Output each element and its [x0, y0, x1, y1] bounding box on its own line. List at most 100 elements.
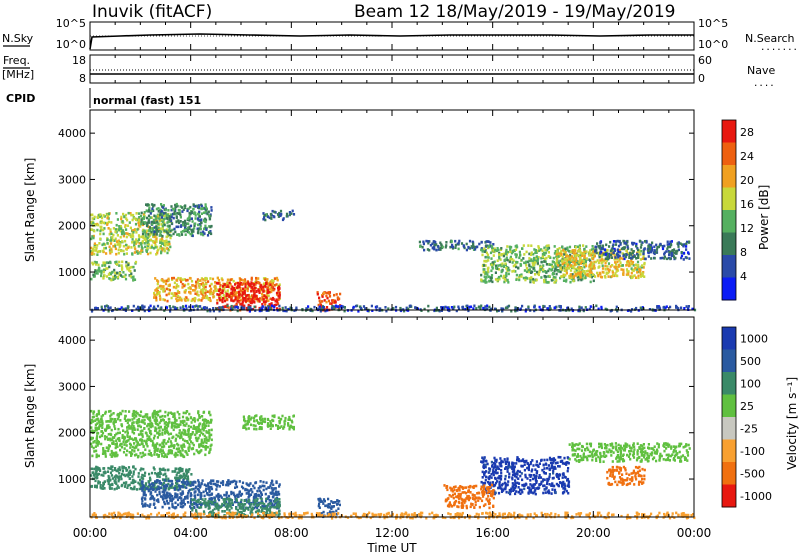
power-cell: [214, 284, 217, 288]
power-cell: [233, 293, 236, 296]
power-cell: [503, 280, 506, 284]
power-cell: [503, 252, 506, 256]
velocity-cell: [100, 442, 103, 446]
power-cell: [102, 270, 105, 274]
power-cell: [93, 242, 96, 245]
power-cell: [165, 287, 168, 291]
power-cell: [206, 212, 209, 216]
power-cell: [177, 285, 180, 288]
power-cell: [615, 263, 618, 266]
power-cell: [114, 245, 117, 248]
power-cell: [599, 244, 602, 248]
power-cell: [636, 265, 639, 269]
velocity-cell: [111, 483, 114, 487]
power-cell: [597, 266, 600, 269]
velocity-cell: [138, 482, 141, 486]
freq-unit-label: [MHz]: [2, 68, 34, 81]
power-cell: [370, 304, 373, 308]
velocity-cell: [147, 480, 150, 483]
power-cell: [439, 248, 442, 251]
power-cell: [124, 224, 127, 227]
velocity-cell: [126, 421, 129, 424]
velocity-cell: [141, 433, 144, 436]
power-cell: [224, 290, 227, 294]
power-cell: [194, 205, 197, 208]
power-cell: [226, 284, 229, 287]
power-cell: [137, 219, 140, 222]
power-cell: [158, 294, 161, 298]
power-cell: [172, 207, 176, 211]
velocity-cell: [123, 417, 126, 420]
power-cell: [160, 287, 163, 291]
power-cell: [579, 273, 582, 277]
power-cell: [427, 240, 430, 243]
power-cell: [610, 253, 613, 257]
velocity-cell: [111, 469, 114, 472]
velocity-cell: [156, 431, 159, 435]
power-cell: [124, 225, 127, 229]
velocity-cell: [182, 501, 185, 504]
velocity-cell: [163, 491, 166, 495]
power-cell: [440, 306, 443, 309]
power-cell: [105, 275, 109, 278]
power-colorbar-segment: [722, 277, 736, 301]
power-cell: [541, 270, 545, 273]
power-cell: [570, 255, 573, 258]
power-cell: [261, 292, 264, 296]
power-cell: [592, 273, 595, 276]
velocity-cell: [95, 470, 98, 473]
power-cell: [267, 294, 270, 298]
power-cell: [260, 306, 263, 309]
velocity-cell: [235, 485, 239, 489]
power-cell: [114, 230, 117, 233]
power-cell: [210, 206, 213, 209]
power-cell: [168, 242, 171, 246]
power-cell: [240, 282, 243, 285]
velocity-cell: [205, 441, 208, 445]
velocity-cell: [199, 422, 202, 425]
power-cell: [498, 253, 501, 256]
velocity-cell: [107, 474, 110, 478]
velocity-cell: [119, 442, 122, 446]
power-cell: [110, 248, 113, 252]
power-cell: [437, 245, 440, 248]
power-cell: [615, 274, 618, 277]
power-cell: [335, 293, 338, 296]
power-cell: [197, 229, 200, 232]
velocity-cell: [188, 483, 191, 487]
power-cell: [270, 279, 274, 282]
velocity-cell: [165, 430, 168, 434]
power-cell: [134, 247, 137, 251]
velocity-cell: [109, 417, 112, 421]
power-cell: [169, 245, 172, 249]
velocity-cell: [140, 420, 143, 424]
power-cell: [639, 253, 642, 256]
velocity-cell: [135, 414, 138, 418]
velocity-cell: [160, 468, 163, 471]
power-cell: [472, 242, 475, 246]
velocity-cell: [232, 491, 235, 495]
power-cell: [162, 212, 166, 215]
power-cell: [275, 276, 279, 280]
velocity-cell: [182, 428, 185, 432]
velocity-cell: [108, 444, 111, 448]
power-cell: [535, 259, 538, 263]
power-cell: [110, 242, 113, 245]
velocity-cell: [169, 484, 172, 487]
power-cell: [263, 282, 266, 285]
power-cell: [505, 306, 508, 310]
velocity-cell: [200, 431, 203, 435]
velocity-cell: [183, 419, 186, 423]
velocity-cell: [151, 444, 154, 447]
power-cell: [270, 285, 273, 289]
power-cell: [250, 281, 253, 284]
power-cell: [638, 270, 642, 273]
power-cell: [154, 289, 157, 292]
power-cell: [133, 241, 136, 244]
power-cell: [455, 309, 458, 313]
power-cell: [268, 303, 271, 307]
power-cell: [666, 240, 669, 244]
velocity-cell: [159, 470, 162, 473]
power-cell: [153, 230, 156, 234]
power-cell: [486, 307, 489, 310]
